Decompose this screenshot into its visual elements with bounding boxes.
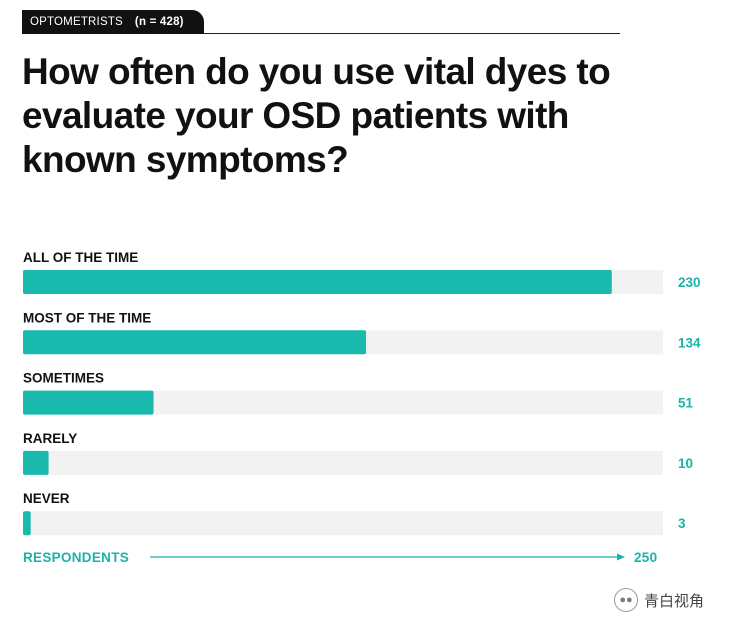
sample-tag: OPTOMETRISTS (n = 428) <box>22 10 204 34</box>
axis-label: RESPONDENTS <box>23 550 129 565</box>
category-label: SOMETIMES <box>23 371 104 386</box>
bar <box>23 450 49 475</box>
bar <box>23 270 612 294</box>
axis-arrow <box>617 553 625 561</box>
value-label: 230 <box>678 275 701 290</box>
bar-track <box>23 511 663 536</box>
value-label: 51 <box>678 396 694 411</box>
header-rule <box>204 33 620 34</box>
category-label: NEVER <box>23 491 70 506</box>
watermark: ●● 青白视角 <box>613 588 704 612</box>
bar <box>23 390 154 415</box>
category-label: MOST OF THE TIME <box>23 310 151 325</box>
sample-group-label: OPTOMETRISTS <box>30 16 123 28</box>
axis-max-label: 250 <box>634 550 657 565</box>
chart-title: How often do you use vital dyes to evalu… <box>22 51 611 180</box>
value-label: 134 <box>678 335 701 350</box>
sample-count: (n = 428) <box>134 16 184 28</box>
value-label: 10 <box>678 456 693 471</box>
wechat-icon: ●● <box>613 588 638 612</box>
bar <box>23 511 31 536</box>
value-label: 3 <box>678 516 686 531</box>
category-label: RARELY <box>23 431 77 446</box>
bar-track <box>23 450 663 475</box>
watermark-text: 青白视角 <box>643 592 704 610</box>
category-label: ALL OF THE TIME <box>23 250 138 265</box>
bar <box>23 330 367 355</box>
